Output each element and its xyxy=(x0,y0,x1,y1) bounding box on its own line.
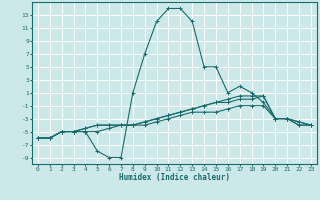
X-axis label: Humidex (Indice chaleur): Humidex (Indice chaleur) xyxy=(119,173,230,182)
